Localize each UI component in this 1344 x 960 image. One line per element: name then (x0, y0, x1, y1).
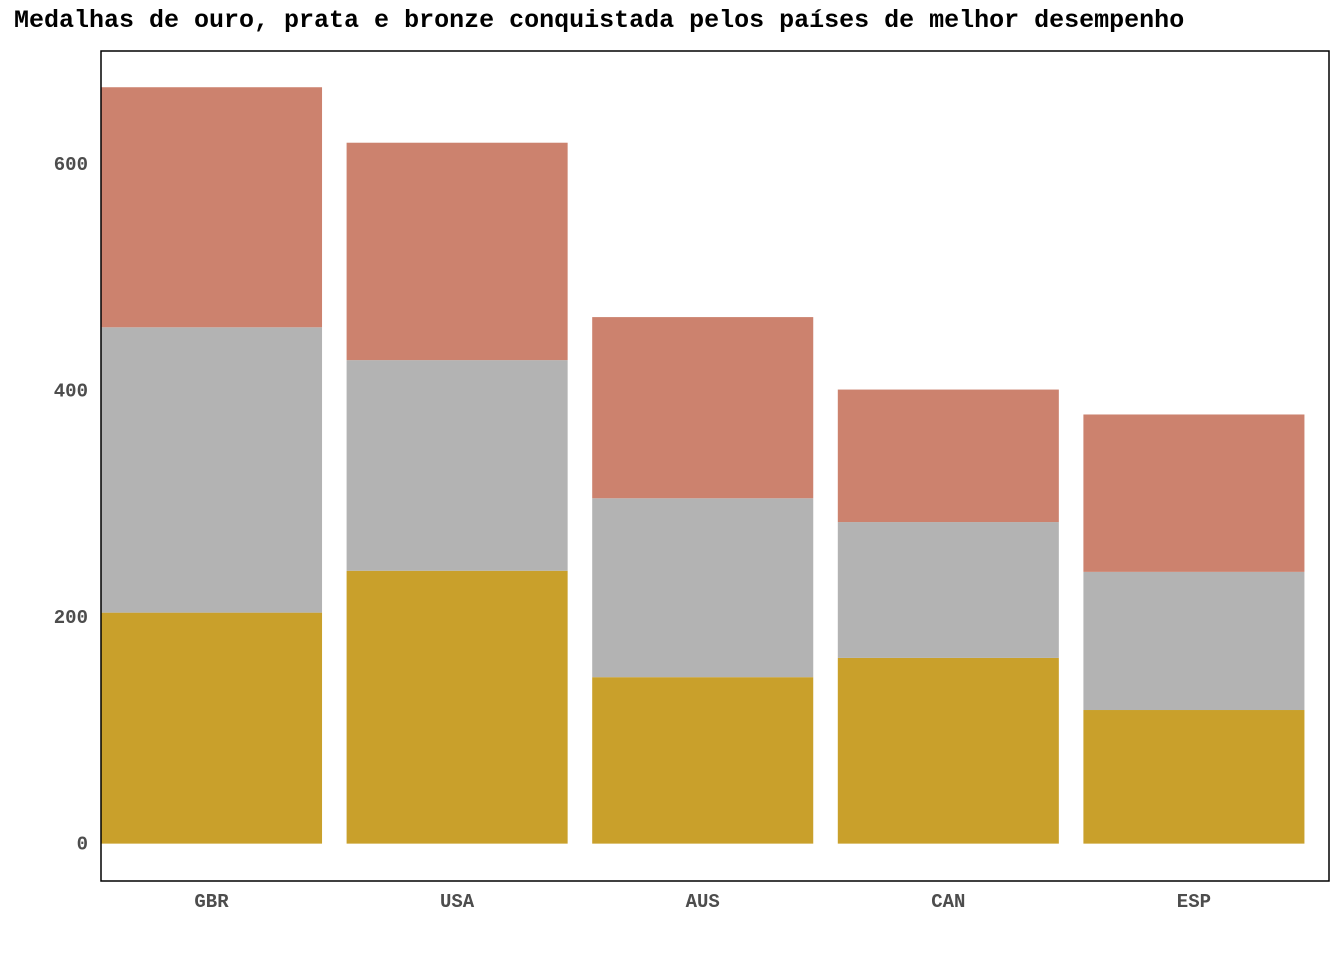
x-axis: GBR USA AUS CAN ESP (194, 891, 1211, 913)
y-tick-label-200: 200 (54, 607, 88, 629)
bar-usa-segment-1 (346, 570, 568, 844)
bar-gbr-segment-3 (101, 87, 323, 328)
bar-aus-segment-3 (592, 317, 814, 499)
y-tick-label-400: 400 (54, 381, 88, 403)
bar-esp-segment-3 (1083, 414, 1305, 572)
y-tick-label-0: 0 (77, 834, 88, 856)
bar-usa-segment-2 (346, 360, 568, 571)
bar-can-segment-3 (837, 389, 1059, 523)
x-tick-label-usa: USA (440, 891, 475, 913)
bars-layer (101, 87, 1305, 844)
bar-aus-segment-1 (592, 677, 814, 844)
y-tick-label-600: 600 (54, 154, 88, 176)
chart-title: Medalhas de ouro, prata e bronze conquis… (14, 6, 1185, 35)
bar-can-segment-2 (837, 522, 1059, 658)
x-tick-label-can: CAN (931, 891, 965, 913)
bar-esp-segment-1 (1083, 710, 1305, 844)
x-tick-label-gbr: GBR (194, 891, 229, 913)
bar-usa-segment-3 (346, 142, 568, 361)
bar-gbr-segment-1 (101, 612, 323, 844)
bar-esp-segment-2 (1083, 571, 1305, 711)
x-tick-label-aus: AUS (686, 891, 720, 913)
bar-can-segment-1 (837, 657, 1059, 844)
bar-aus-segment-2 (592, 498, 814, 678)
plot-frame (100, 50, 1330, 882)
x-tick-label-esp: ESP (1177, 891, 1211, 913)
y-axis: 0 200 400 600 (54, 154, 88, 855)
bar-gbr-segment-2 (101, 327, 323, 613)
